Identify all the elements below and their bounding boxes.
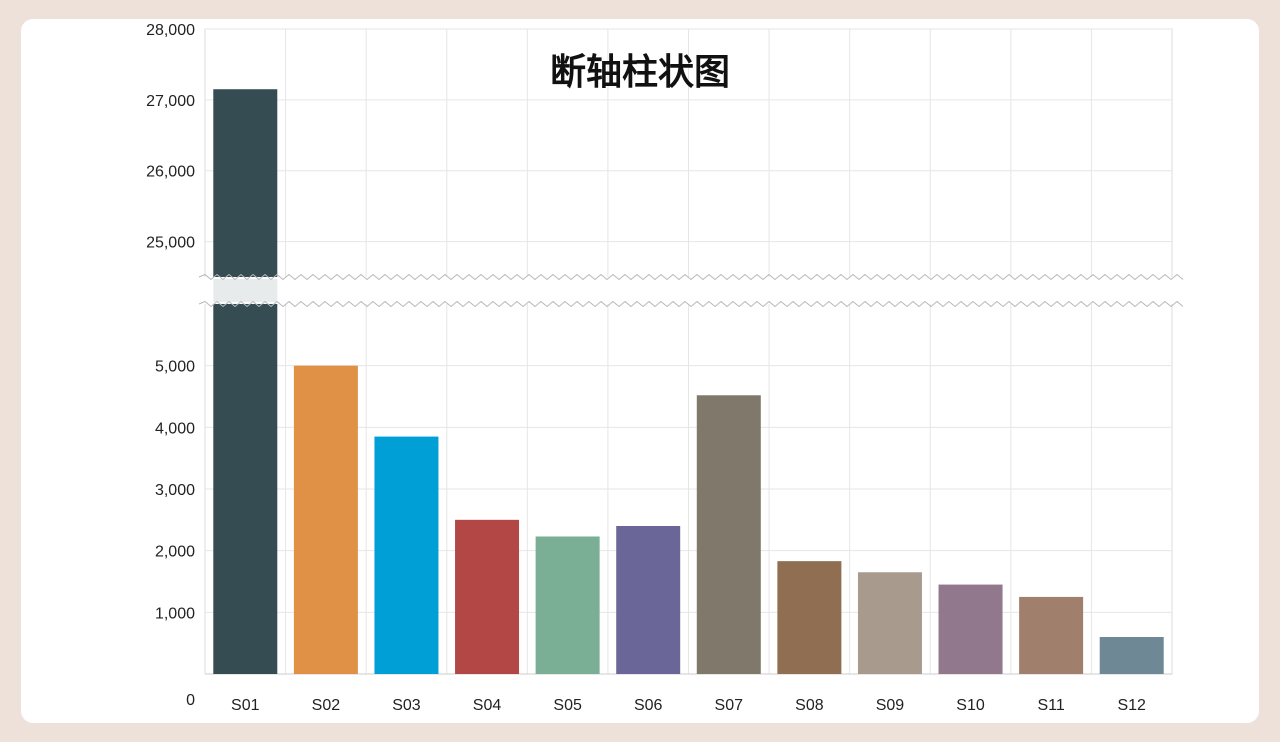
axis-break bbox=[197, 273, 1186, 308]
y-tick-label: 26,000 bbox=[146, 164, 195, 181]
x-tick-label: S01 bbox=[231, 697, 260, 714]
bar-s03 bbox=[374, 436, 439, 674]
y-tick-label: 27,000 bbox=[146, 93, 195, 110]
y-tick-label: 2,000 bbox=[155, 544, 195, 561]
bar-s04 bbox=[455, 519, 520, 674]
bar-s07 bbox=[696, 395, 761, 674]
y-tick-labels: 0 1,000 2,000 3,000 4,000 5,000 25,000 26,000 27… bbox=[146, 22, 195, 709]
broken-axis-bar-chart: 0 1,000 2,000 3,000 4,000 5,000 25,000 26,000 27… bbox=[146, 22, 1186, 714]
bar-s12 bbox=[1099, 637, 1164, 674]
bar-s10 bbox=[938, 584, 1003, 674]
x-tick-label: S05 bbox=[553, 697, 582, 714]
y-tick-label: 25,000 bbox=[146, 235, 195, 252]
x-tick-labels: S01 S02 S03 S04 S05 S06 S07 S08 S09 S10 S11 S12 bbox=[231, 697, 1146, 714]
y-tick-label: 1,000 bbox=[155, 605, 195, 622]
bar-s11 bbox=[1019, 596, 1084, 674]
y-tick-label: 28,000 bbox=[146, 22, 195, 39]
x-tick-label: S02 bbox=[312, 697, 341, 714]
bar-break-gap bbox=[213, 279, 278, 302]
bars bbox=[213, 89, 1164, 674]
bar-s08 bbox=[777, 561, 842, 674]
bar-s09 bbox=[857, 572, 922, 674]
x-tick-label: S08 bbox=[795, 697, 824, 714]
chart-card: 0 1,000 2,000 3,000 4,000 5,000 25,000 26,000 27… bbox=[21, 19, 1259, 723]
bar-s01 bbox=[213, 89, 278, 674]
x-tick-label: S09 bbox=[876, 697, 905, 714]
bar-s06 bbox=[616, 526, 681, 674]
chart-title: 断轴柱状图 bbox=[550, 52, 730, 93]
y-tick-label: 4,000 bbox=[155, 420, 195, 437]
x-tick-label: S12 bbox=[1117, 697, 1146, 714]
bar-s02 bbox=[293, 365, 358, 674]
y-tick-label: 3,000 bbox=[155, 482, 195, 499]
y-tick-label: 5,000 bbox=[155, 359, 195, 376]
grid bbox=[204, 28, 1173, 675]
x-tick-label: S07 bbox=[715, 697, 744, 714]
y-tick-label: 0 bbox=[186, 692, 195, 709]
break-band bbox=[197, 277, 1186, 304]
x-tick-label: S11 bbox=[1037, 697, 1064, 714]
x-tick-label: S10 bbox=[956, 697, 985, 714]
x-tick-label: S06 bbox=[634, 697, 663, 714]
break-line-bottom bbox=[198, 300, 1184, 308]
break-line-top bbox=[198, 273, 1184, 281]
x-tick-label: S03 bbox=[392, 697, 421, 714]
bar-s05 bbox=[535, 536, 600, 674]
x-tick-label: S04 bbox=[473, 697, 502, 714]
